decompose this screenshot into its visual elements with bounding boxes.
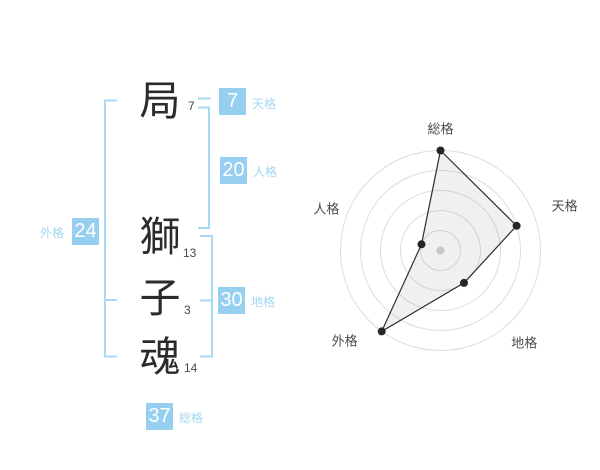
radar-data-polygon — [380, 149, 518, 333]
radar-data-point-1 — [512, 221, 521, 230]
radar-center-dot — [436, 246, 445, 255]
stroke-count-2: 13 — [183, 246, 197, 260]
jinkaku-value-badge: 20 — [220, 157, 247, 184]
chikaku-value-badge: 30 — [218, 287, 245, 314]
radar-axis-label-2: 地格 — [511, 335, 537, 350]
surname-char-1: 局 — [139, 78, 181, 124]
gaikaku-label: 外格 — [39, 226, 64, 240]
radar-axis-label-4: 人格 — [313, 202, 339, 217]
radar-data-point-0 — [436, 146, 445, 155]
jinkaku-label: 人格 — [253, 165, 278, 179]
radar-grid-ring — [420, 230, 461, 271]
chikaku-bracket — [200, 235, 213, 358]
stroke-count-1: 7 — [188, 99, 195, 113]
radar-grid-ring — [380, 190, 501, 311]
tenkaku-label: 天格 — [252, 97, 277, 111]
radar-data-point-4 — [417, 240, 426, 249]
given-char-3: 魂 — [139, 334, 181, 380]
radar-grid-ring — [360, 170, 521, 331]
kaku-radar-chart: 総格天格地格 外格 人格 — [300, 110, 590, 371]
radar-grid-ring — [400, 210, 481, 291]
radar-axis-label-0: 総格 — [427, 122, 453, 137]
soukaku-label: 総格 — [179, 411, 204, 425]
radar-data-point-2 — [460, 278, 468, 287]
soukaku-value-badge: 37 — [146, 403, 173, 430]
gaikaku-bracket — [104, 99, 117, 358]
radar-axis-label-3: 外格 — [332, 333, 358, 348]
gaikaku-value-badge: 24 — [72, 218, 99, 245]
tenkaku-value-badge: 7 — [219, 88, 246, 115]
chikaku-label: 地格 — [251, 295, 276, 309]
given-char-2: 子 — [139, 275, 181, 321]
jinkaku-bracket — [198, 106, 210, 229]
given-char-1: 獅 — [139, 214, 181, 260]
radar-axis-label-1: 天格 — [552, 199, 578, 214]
stroke-count-4: 14 — [184, 361, 198, 375]
stroke-count-3: 3 — [184, 303, 191, 317]
radar-data-point-3 — [377, 327, 386, 336]
